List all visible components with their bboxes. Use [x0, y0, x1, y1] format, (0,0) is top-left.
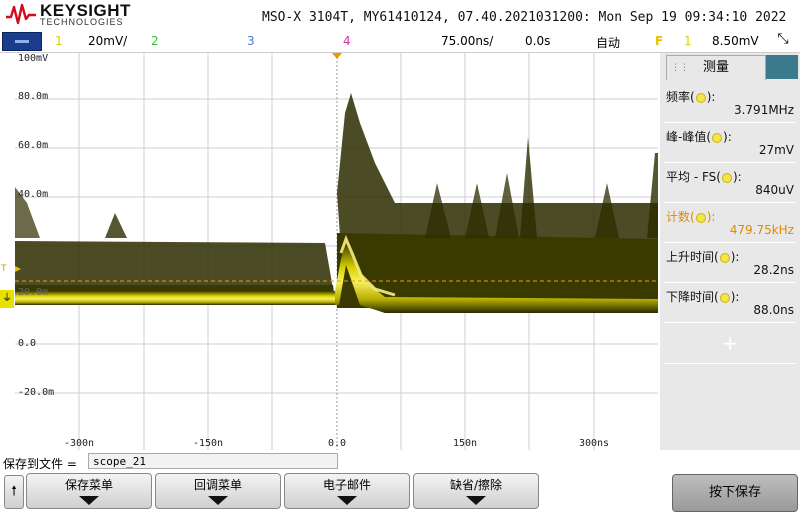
y-label: 20.0m: [18, 287, 49, 298]
trigger-mode[interactable]: 自动: [596, 36, 621, 50]
measurement-item[interactable]: 平均 - FS(): 840uV: [664, 163, 796, 203]
channel-dot-icon: [712, 132, 723, 143]
x-label: 150n: [452, 438, 478, 449]
ch1-persistence-trace: [15, 93, 658, 313]
ch1-number[interactable]: 1: [55, 34, 63, 48]
y-label: 40.0m: [18, 189, 49, 200]
trigger-edge-icon: F: [655, 34, 664, 48]
measurement-value: 28.2ns: [753, 263, 794, 277]
email-button[interactable]: 电子邮件: [284, 473, 410, 509]
channel-dot-icon: [719, 292, 730, 303]
timebase-value[interactable]: 75.00ns/: [441, 34, 494, 48]
measurement-value: 88.0ns: [753, 303, 794, 317]
softkey-label: 缺省/擦除: [449, 478, 503, 492]
filename-field[interactable]: scope_21: [88, 453, 338, 469]
brand-name: KEYSIGHT: [40, 1, 131, 20]
y-label: 60.0m: [18, 140, 49, 151]
y-label: 0.0: [18, 338, 37, 349]
press-to-save-button[interactable]: 按下保存: [672, 474, 798, 512]
ch2-number[interactable]: 2: [151, 34, 159, 48]
recall-menu-button[interactable]: 回调菜单: [155, 473, 281, 509]
measurement-label: 频率: [666, 90, 691, 104]
trigger-channel[interactable]: 1: [684, 34, 692, 48]
measurement-item[interactable]: 频率(): 3.791MHz: [664, 83, 796, 123]
channel-dot-icon: [719, 252, 730, 263]
up-arrow-icon[interactable]: 🠕: [4, 475, 24, 509]
measurement-item[interactable]: 计数(): 479.75kHz: [664, 203, 796, 243]
measurement-item[interactable]: 下降时间(): 88.0ns: [664, 283, 796, 323]
measurement-label: 峰-峰值: [666, 130, 707, 144]
down-arrow-icon: [208, 496, 228, 505]
x-label: 300ns: [578, 438, 610, 449]
tab-measurements[interactable]: 测量: [666, 55, 766, 80]
ch1-scale[interactable]: 20mV/: [88, 34, 128, 48]
ground-icon: ⏚: [0, 290, 14, 308]
x-label: 0.0: [327, 438, 347, 449]
measurements-panel: 测量 频率(): 3.791MHz 峰-峰值(): 27mV 平均 - FS()…: [660, 53, 800, 450]
down-arrow-icon: [466, 496, 486, 505]
status-bar: 1 20mV/ 2 3 4 75.00ns/ 0.0s 自动 F 1 8.50m…: [0, 30, 800, 53]
save-menu-button[interactable]: 保存菜单: [26, 473, 152, 509]
default-erase-button[interactable]: 缺省/擦除: [413, 473, 539, 509]
trigger-level[interactable]: 8.50mV: [712, 34, 759, 48]
trigger-level-marker-icon: T: [1, 264, 7, 274]
y-label: -20.0m: [18, 387, 55, 398]
down-arrow-icon: [79, 496, 99, 505]
y-label: 80.0m: [18, 91, 49, 102]
waveform-display[interactable]: 100mV 80.0m 60.0m 40.0m 0.0 20.0m -20.0m…: [15, 53, 658, 450]
measurement-list: 频率(): 3.791MHz 峰-峰值(): 27mV 平均 - FS(): 8…: [664, 83, 796, 323]
x-label: -150n: [192, 438, 224, 449]
softkey-label: 回调菜单: [193, 478, 242, 492]
ch3-number[interactable]: 3: [247, 34, 255, 48]
down-arrow-icon: [337, 496, 357, 505]
expand-arrows-icon[interactable]: ⤡: [769, 31, 797, 51]
ch1-ground-marker[interactable]: T ⏚: [0, 262, 15, 308]
trigger-position-marker: [332, 53, 342, 59]
softkey-bar: 🠕 保存菜单 回调菜单 电子邮件 缺省/擦除 按下保存: [0, 472, 800, 512]
instrument-title: MSO-X 3104T, MY61410124, 07.40.202103120…: [262, 10, 787, 25]
measurement-label: 上升时间: [666, 250, 715, 264]
add-measurement-button[interactable]: +: [664, 323, 796, 364]
ch4-number[interactable]: 4: [343, 34, 351, 48]
measurement-value: 3.791MHz: [733, 103, 794, 117]
softkey-label: 电子邮件: [322, 478, 371, 492]
x-label: -300n: [63, 438, 95, 449]
measurement-label: 下降时间: [666, 290, 715, 304]
measurement-value: 479.75kHz: [729, 223, 794, 237]
measurement-item[interactable]: 峰-峰值(): 27mV: [664, 123, 796, 163]
measurement-label: 平均 - FS: [666, 170, 717, 184]
delay-value[interactable]: 0.0s: [525, 34, 551, 48]
measurement-item[interactable]: 上升时间(): 28.2ns: [664, 243, 796, 283]
measurement-label: 计数: [666, 210, 691, 224]
y-label: 100mV: [18, 53, 49, 64]
brand-subtitle: TECHNOLOGIES: [40, 17, 124, 27]
waveform-graticule: [15, 53, 658, 450]
run-control-button[interactable]: [2, 32, 42, 51]
save-to-file-row: 保存到文件 = scope_21: [0, 452, 800, 472]
channel-dot-icon: [721, 172, 732, 183]
channel-dot-icon: [695, 92, 706, 103]
measurement-value: 840uV: [755, 183, 794, 197]
measurement-value: 27mV: [758, 143, 794, 157]
channel-dot-icon: [695, 212, 706, 223]
header: KEYSIGHT TECHNOLOGIES MSO-X 3104T, MY614…: [0, 0, 800, 30]
softkey-label: 保存菜单: [64, 478, 113, 492]
keysight-logo-icon: [6, 3, 36, 25]
tab-collapse[interactable]: [766, 55, 798, 79]
save-to-file-label: 保存到文件 =: [3, 457, 77, 471]
